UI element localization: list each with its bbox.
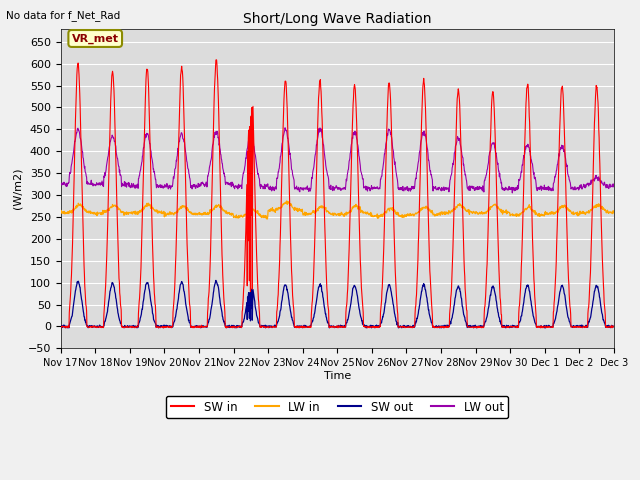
Text: VR_met: VR_met	[72, 33, 118, 44]
Text: No data for f_Net_Rad: No data for f_Net_Rad	[6, 10, 121, 21]
Title: Short/Long Wave Radiation: Short/Long Wave Radiation	[243, 12, 431, 26]
Legend: SW in, LW in, SW out, LW out: SW in, LW in, SW out, LW out	[166, 396, 508, 419]
X-axis label: Time: Time	[324, 371, 351, 381]
Y-axis label: (W/m2): (W/m2)	[12, 168, 22, 209]
